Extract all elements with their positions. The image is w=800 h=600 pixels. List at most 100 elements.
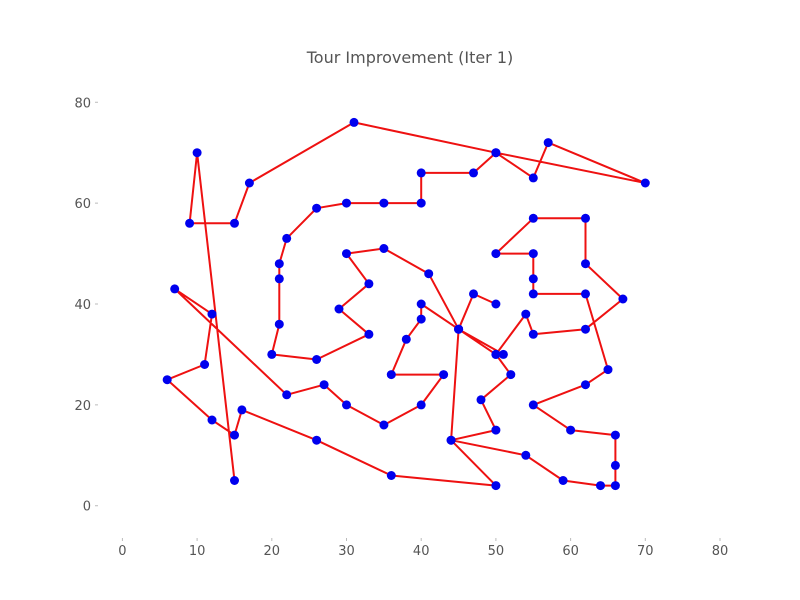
- city-point: [349, 117, 359, 127]
- city-point: [312, 355, 322, 364]
- city-point: [379, 244, 389, 253]
- city-point: [528, 173, 538, 183]
- city-point: [230, 218, 239, 228]
- city-point: [581, 380, 590, 390]
- y-tick-label: 0: [83, 500, 91, 515]
- city-point: [528, 213, 538, 223]
- city-point: [267, 349, 277, 359]
- city-point: [379, 198, 389, 208]
- city-point: [230, 476, 239, 485]
- city-point: [416, 168, 426, 178]
- city-point: [342, 198, 351, 208]
- city-point: [319, 380, 329, 390]
- city-point: [618, 294, 628, 304]
- y-tick-label: 20: [74, 399, 91, 414]
- city-point: [610, 430, 620, 440]
- city-point: [386, 370, 396, 380]
- city-point: [170, 284, 180, 294]
- x-tick-label: 60: [562, 544, 579, 559]
- city-point: [185, 218, 195, 228]
- city-point: [237, 405, 247, 415]
- city-point: [528, 329, 538, 339]
- city-point: [207, 309, 217, 319]
- city-point: [491, 425, 501, 435]
- city-point: [491, 249, 501, 259]
- city-point: [364, 279, 374, 289]
- y-tick-label: 40: [74, 298, 91, 313]
- x-tick-label: 20: [264, 544, 281, 559]
- city-point: [476, 395, 486, 405]
- city-point: [416, 299, 426, 309]
- city-point: [640, 178, 650, 188]
- city-point: [581, 213, 590, 223]
- city-point: [207, 415, 217, 425]
- city-point: [446, 435, 456, 445]
- y-tick-label: 80: [74, 96, 91, 111]
- city-point: [200, 360, 210, 369]
- city-point: [581, 324, 590, 334]
- city-point: [162, 375, 172, 385]
- city-point: [454, 324, 464, 334]
- city-point: [342, 400, 351, 410]
- city-point: [401, 334, 411, 344]
- city-points: [162, 117, 650, 491]
- city-point: [379, 420, 389, 430]
- city-point: [244, 178, 254, 188]
- x-tick-label: 70: [637, 544, 654, 559]
- x-tick-label: 50: [488, 544, 505, 559]
- x-tick-label: 0: [118, 544, 126, 559]
- city-point: [528, 249, 538, 259]
- city-point: [334, 304, 344, 314]
- city-point: [416, 314, 426, 324]
- city-point: [521, 309, 531, 319]
- city-point: [603, 365, 613, 375]
- city-point: [566, 425, 576, 435]
- city-point: [282, 233, 292, 243]
- city-point: [424, 269, 434, 279]
- city-point: [491, 349, 501, 359]
- city-point: [469, 289, 478, 299]
- city-point: [230, 430, 239, 440]
- city-point: [416, 198, 426, 208]
- city-point: [491, 481, 501, 491]
- x-tick-label: 40: [413, 544, 430, 559]
- city-point: [386, 471, 396, 480]
- city-point: [491, 148, 501, 158]
- city-point: [439, 370, 449, 380]
- x-tick-label: 80: [712, 544, 729, 559]
- tour-line: [166, 121, 647, 487]
- city-point: [274, 319, 284, 329]
- city-point: [192, 148, 202, 158]
- city-point: [528, 274, 538, 284]
- axes: 0 10 20 30 40 50 60 70 80 0 20 40 60 80: [74, 96, 728, 559]
- city-point: [416, 400, 426, 410]
- city-point: [312, 435, 322, 445]
- chart-title: Tour Improvement (Iter 1): [306, 48, 514, 67]
- city-point: [498, 349, 508, 359]
- city-point: [491, 299, 501, 309]
- city-point: [610, 460, 620, 470]
- x-tick-label: 10: [189, 544, 206, 559]
- city-point: [282, 390, 292, 400]
- city-point: [528, 400, 538, 410]
- city-point: [312, 203, 322, 213]
- city-point: [558, 476, 568, 485]
- city-point: [610, 481, 620, 491]
- city-point: [596, 481, 605, 491]
- city-point: [528, 289, 538, 299]
- city-point: [274, 259, 284, 269]
- city-point: [469, 168, 478, 178]
- x-tick-label: 30: [338, 544, 355, 559]
- city-point: [274, 274, 284, 284]
- city-point: [364, 329, 374, 339]
- city-point: [521, 450, 531, 460]
- city-point: [543, 138, 553, 148]
- city-point: [581, 289, 590, 299]
- tour-path: [166, 121, 647, 487]
- city-point: [506, 370, 516, 380]
- city-point: [581, 259, 590, 269]
- city-point: [342, 249, 351, 259]
- y-tick-label: 60: [74, 197, 91, 212]
